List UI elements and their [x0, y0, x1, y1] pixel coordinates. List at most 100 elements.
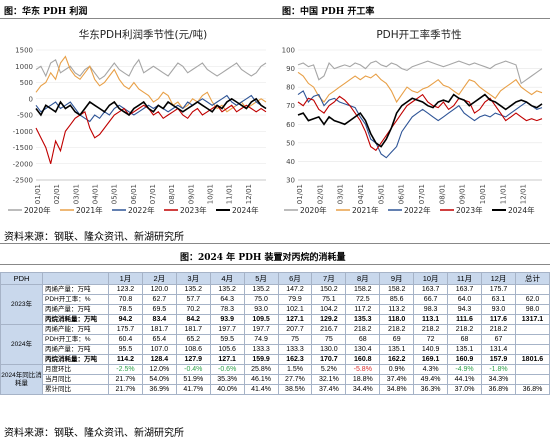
table-cell: 135.1: [447, 344, 482, 355]
table-row-label: 丙烷消耗量：万吨: [42, 314, 109, 325]
legend-label: 2020年: [24, 205, 51, 215]
x-tick-label: 01/01: [34, 184, 42, 204]
table-cell: 25.8%: [243, 364, 279, 375]
x-tick-label: 07/01: [149, 184, 157, 204]
source-note-2: 资料来源：钢联、隆众资讯、新湖研究所: [4, 428, 184, 439]
table-cell: 70.8: [108, 294, 143, 305]
table-row-label: 丙烯产量：万吨: [42, 344, 109, 355]
table-cell: -2.5%: [108, 364, 143, 375]
figure2-caption: 图：中国 PDH 开工率: [282, 7, 375, 17]
chart-title: PDH开工率季节性: [376, 28, 461, 41]
table-cell: 60.4: [108, 334, 143, 345]
table-cell: 163.7: [413, 284, 449, 295]
legend-label: 2021年: [76, 205, 103, 215]
legend-label: 2023年: [456, 205, 483, 215]
legend-label: 2022年: [128, 205, 155, 215]
table-cell: 36.3%: [413, 384, 449, 395]
table-row: 当月同比 21.7% 54.0% 51.9% 35.3% 46.1% 27.7% 32.1% 1…: [1, 374, 550, 385]
table-cell: 162.2: [379, 354, 415, 365]
table-cell: 133.3: [243, 344, 279, 355]
table-cell: 83.4: [141, 314, 177, 325]
table-cell: 38.5%: [277, 384, 313, 395]
table-row: PDH开工率：% 70.8 62.7 57.7 64.3 75.0 79.9 75.1 72.5…: [1, 294, 550, 305]
table-header-cell: PDH: [0, 272, 43, 285]
x-tick-label: 07/01: [418, 184, 426, 204]
table-cell: 98.3: [413, 304, 449, 315]
table-header-cell: 4月: [209, 272, 245, 285]
table-cell: -0.6%: [209, 364, 245, 375]
table-cell: 64.3: [209, 294, 245, 305]
table-header-cell: 8月: [345, 272, 381, 285]
table-cell: 135.3: [345, 314, 381, 325]
table-cell: 105.6: [209, 344, 245, 355]
table-header-cell: 12月: [480, 272, 517, 285]
table-row: 丙烷消耗量：万吨 94.2 83.4 84.2 93.9 109.5 127.1 129.2 1…: [1, 314, 550, 325]
y-tick-label: 1000: [15, 63, 33, 71]
table-cell: [515, 374, 550, 385]
table-cell: 95.5: [108, 344, 143, 355]
x-tick-label: 04/01: [357, 184, 365, 204]
legend-label: 2022年: [404, 205, 431, 215]
table-cell: 0.9%: [379, 364, 415, 375]
table-cell: 68: [345, 334, 381, 345]
legend-label: 2021年: [352, 205, 379, 215]
table-cell: 109.5: [243, 314, 279, 325]
table-cell: 36.8%: [515, 384, 550, 395]
table-cell: -1.8%: [480, 364, 517, 375]
table-cell: 75.0: [243, 294, 279, 305]
table-cell: 94.2: [108, 314, 143, 325]
table-cell: 66.7: [413, 294, 449, 305]
table-cell: 75.1: [311, 294, 347, 305]
x-tick-label: 03/01: [337, 184, 345, 204]
series-line-2023年: [297, 93, 543, 152]
table-cell: [515, 334, 550, 345]
table-cell: 37.0%: [447, 384, 482, 395]
table-cell: 135.2: [209, 284, 245, 295]
table-cell: 160.8: [345, 354, 381, 365]
table-cell: [515, 344, 550, 355]
table-row-label: 丙烯产量：万吨: [42, 304, 109, 315]
table-cell: 117.2: [345, 304, 381, 315]
table-cell: 34.8%: [379, 384, 415, 395]
table-cell: 108.6: [175, 344, 211, 355]
table-cell: 158.2: [345, 284, 381, 295]
table-row-label: 丙烯产能：万吨: [42, 324, 109, 335]
series-line-2020年: [297, 60, 543, 85]
table-cell: 78.5: [108, 304, 143, 315]
table-cell: 69.5: [141, 304, 177, 315]
table-cell: 44.1%: [447, 374, 482, 385]
y-tick-label: 50: [286, 139, 295, 147]
chart-title: 华东PDH利润季节性(元/吨): [79, 28, 208, 41]
table-cell: 130.4: [345, 344, 381, 355]
table-cell: 21.7%: [108, 384, 143, 395]
table-cell: 114.2: [108, 354, 143, 365]
table-cell: 78.3: [209, 304, 245, 315]
table-cell: 57.7: [175, 294, 211, 305]
table-cell: 32.1%: [311, 374, 347, 385]
x-tick-label: 03/01: [72, 184, 80, 204]
table-cell: 127.9: [175, 354, 211, 365]
series-line-2024年: [35, 97, 267, 117]
table-cell: [515, 284, 550, 295]
table-header-cell: 10月: [413, 272, 449, 285]
table-header-cell: 6月: [277, 272, 313, 285]
table-cell: 120.0: [141, 284, 177, 295]
table-cell: 65.4: [141, 334, 177, 345]
table-cell: 158.2: [379, 284, 415, 295]
table-header-cell: 11月: [447, 272, 482, 285]
series-line-2024年: [297, 93, 543, 148]
series-line-2021年: [35, 55, 267, 113]
table-cell: 65.2: [175, 334, 211, 345]
table-row-label: 丙烷消耗量：万吨: [42, 354, 109, 365]
x-tick-label: 10/01: [207, 184, 215, 204]
table-cell: 35.3%: [209, 374, 245, 385]
table-cell: 75: [277, 334, 313, 345]
legend-label: 2023年: [180, 205, 207, 215]
x-tick-label: 09/01: [459, 184, 467, 204]
propane-consumption-table: PDH 1月 2月 3月 4月 5月 6月 7月 8月 9月 10月 11月 12月 总计 2023年 丙烯产…: [0, 272, 550, 395]
table-cell: -5.8%: [345, 364, 381, 375]
table-row-label: 丙烯产量：万吨: [42, 284, 109, 295]
table-row: 丙烯产量：万吨 78.5 69.5 70.2 78.3 93.0 102.1 104.2 117…: [1, 304, 550, 315]
table-cell: 111.6: [447, 314, 482, 325]
figure1-caption: 图：华东 PDH 利润: [4, 7, 88, 17]
